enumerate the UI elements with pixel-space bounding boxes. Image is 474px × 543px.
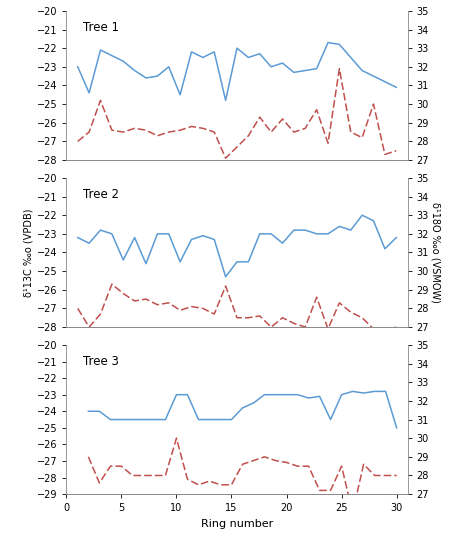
X-axis label: Ring number: Ring number: [201, 519, 273, 529]
Text: Tree 2: Tree 2: [83, 188, 119, 201]
Y-axis label: δ¹13C ‰o (VPDB): δ¹13C ‰o (VPDB): [24, 209, 34, 296]
Y-axis label: δ¹18O ‰o (VSMOW): δ¹18O ‰o (VSMOW): [430, 202, 440, 303]
Text: Tree 3: Tree 3: [83, 356, 119, 368]
Text: Tree 1: Tree 1: [83, 21, 119, 34]
